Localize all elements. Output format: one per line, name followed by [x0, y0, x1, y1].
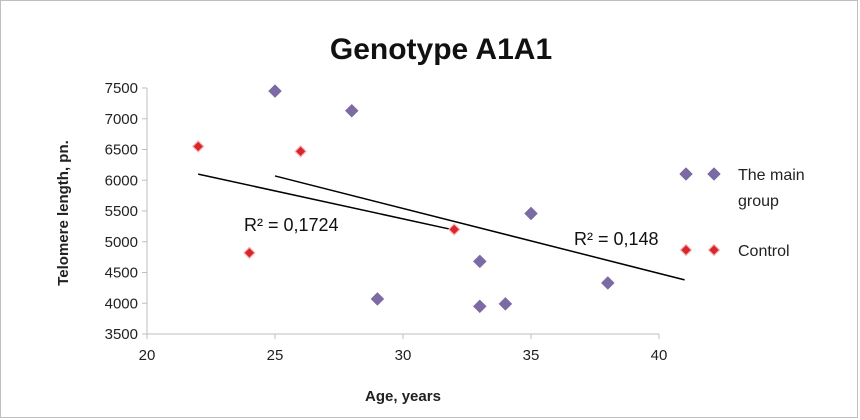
- points-layer: [191, 84, 615, 314]
- x-axis-title: Age, years: [365, 388, 441, 405]
- y-tick-label: 6500: [105, 142, 138, 159]
- data-point-control: [294, 144, 307, 158]
- x-tick-label: 40: [651, 347, 668, 364]
- data-point-main-group: [268, 84, 282, 98]
- legend-marker: [707, 167, 721, 181]
- x-tick-label: 25: [267, 347, 284, 364]
- x-tick-label: 30: [395, 347, 412, 364]
- y-tick-label: 6000: [105, 172, 138, 189]
- legend-label: Control: [738, 243, 790, 260]
- legend: The main group Control: [679, 167, 805, 260]
- chart-title: Genotype A1A1: [330, 33, 552, 66]
- data-point-main-group: [498, 297, 513, 311]
- y-tick-label: 3500: [105, 326, 138, 343]
- y-tick-label: 4500: [105, 265, 138, 282]
- y-tick-label: 7500: [105, 80, 138, 97]
- data-point-main-group: [472, 299, 487, 314]
- data-point-control: [243, 246, 256, 260]
- trendline-the-main-group: [274, 175, 685, 281]
- data-point-control: [447, 223, 461, 236]
- data-point-main-group: [472, 254, 487, 269]
- y-tick-label: 5500: [105, 203, 138, 220]
- y-tick-label: 5000: [105, 234, 138, 251]
- r-squared-label: R² = 0,1724: [244, 215, 339, 235]
- y-axis-title: Telomere length, pn.: [55, 140, 72, 286]
- data-point-main-group: [600, 276, 615, 290]
- legend-label: The main: [738, 167, 805, 184]
- legend-marker: [679, 243, 693, 257]
- trendline-layer: R² = 0,148 R² = 0,1724: [198, 173, 685, 281]
- legend-marker: [679, 167, 693, 181]
- data-point-main-group: [524, 206, 538, 221]
- trendline-control: [198, 173, 455, 231]
- y-tick-label: 4000: [105, 295, 138, 312]
- data-point-main-group: [370, 292, 385, 306]
- legend-label: group: [738, 193, 779, 210]
- ticks-layer: 3500 4000 4500 5000 5500 6000 6500 7000 7500 20 25…: [105, 80, 668, 364]
- data-point-main-group: [344, 103, 359, 118]
- x-tick-label: 20: [139, 347, 156, 364]
- legend-marker: [707, 243, 721, 257]
- x-tick-label: 35: [523, 347, 540, 364]
- data-point-control: [191, 140, 205, 153]
- y-tick-label: 7000: [105, 111, 138, 128]
- r-squared-label: R² = 0,148: [574, 229, 659, 249]
